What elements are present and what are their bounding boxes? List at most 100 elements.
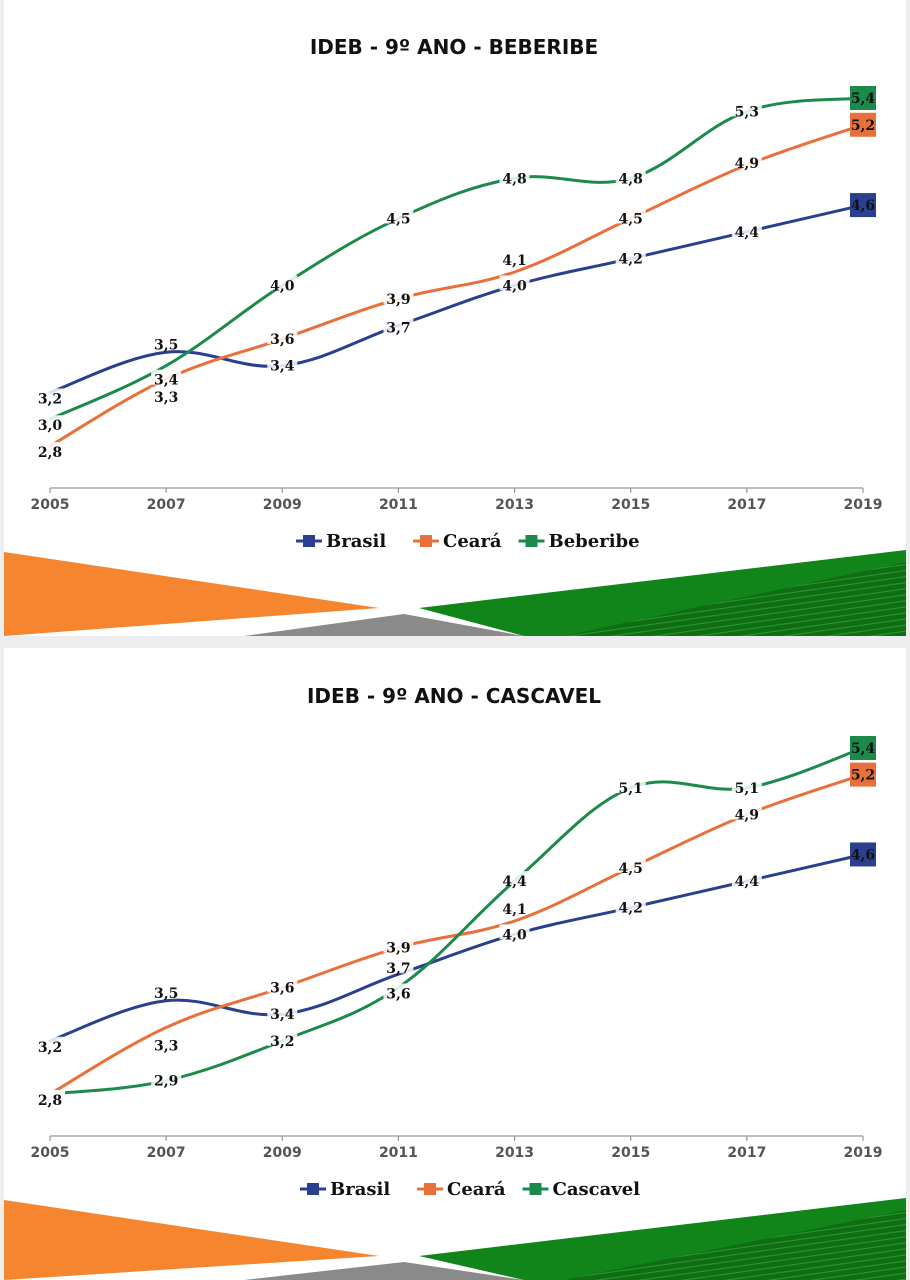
x-tick-label: 2009 — [263, 1145, 302, 1161]
data-label: 3,7 — [386, 961, 410, 977]
banner-orange-shape — [4, 552, 379, 636]
data-label-bg — [151, 982, 182, 998]
banner-green-stripes — [564, 1210, 906, 1280]
last-point-marker — [850, 193, 876, 218]
data-label: 5,3 — [735, 104, 759, 120]
chart-panel-beberibe: IDEB - 9º ANO - BEBERIBE 2005 2007 2009 2011… — [4, 0, 906, 636]
data-label-bg — [499, 899, 530, 914]
legend-item-ceará: Ceará — [417, 1179, 506, 1200]
data-label: 4,9 — [735, 808, 759, 824]
data-label-bg — [383, 937, 414, 953]
data-label: 3,7 — [386, 321, 410, 337]
data-label-bg — [267, 328, 298, 344]
legend-marker — [420, 535, 432, 547]
data-label-bg — [383, 983, 414, 999]
data-label-bg — [615, 897, 646, 913]
data-label-bg — [615, 777, 646, 793]
data-label: 4,2 — [619, 252, 643, 268]
data-label: 2,8 — [38, 445, 62, 461]
data-label-bg — [35, 1036, 65, 1052]
legend-label: Brasil — [326, 531, 386, 552]
data-label-bg — [151, 1070, 182, 1086]
legend-marker — [525, 535, 538, 547]
data-label-bg — [267, 977, 298, 993]
x-tick-label: 2007 — [147, 497, 186, 513]
legend-label: Ceará — [443, 531, 502, 552]
legend-item-cascavel: Cascavel — [522, 1179, 641, 1200]
data-label: 4,8 — [502, 171, 526, 187]
x-tick-label: 2013 — [495, 497, 534, 513]
data-label: 5,1 — [619, 781, 643, 797]
data-label: 4,2 — [619, 901, 643, 917]
x-tick-label: 2019 — [844, 1145, 883, 1161]
data-label: 3,2 — [270, 1034, 294, 1050]
legend-item-brasil: Brasil — [296, 531, 386, 552]
x-tick-label: 2019 — [844, 497, 883, 513]
x-tick-label: 2007 — [147, 1145, 186, 1161]
x-tick-label: 2009 — [263, 497, 302, 513]
legend-item-ceará: Ceará — [413, 531, 502, 552]
data-label-bg — [267, 355, 298, 371]
data-label: 4,0 — [502, 927, 527, 943]
data-label: 4,8 — [619, 171, 643, 187]
data-label-bg — [615, 857, 646, 873]
data-label-bg — [731, 101, 762, 117]
data-label: 3,6 — [386, 987, 410, 1003]
legend-marker — [424, 1183, 436, 1195]
data-label-bg — [35, 388, 65, 404]
data-label-bg — [151, 334, 182, 350]
data-label-bg — [151, 387, 182, 403]
data-label: 2,8 — [38, 1093, 62, 1109]
data-label-bg — [35, 1090, 65, 1105]
x-tick-label: 2011 — [379, 1145, 418, 1161]
x-tick-label: 2005 — [31, 1145, 70, 1161]
data-label-bg — [499, 871, 530, 887]
data-label: 4,4 — [502, 874, 527, 890]
data-label-bg — [731, 804, 762, 820]
data-label: 4,0 — [270, 278, 295, 294]
last-point-marker — [850, 112, 876, 137]
x-tick-label: 2017 — [727, 1145, 766, 1161]
data-label-bg — [383, 317, 414, 333]
legend-item-beberibe: Beberibe — [518, 531, 640, 552]
data-label: 2,9 — [154, 1074, 178, 1090]
data-label-bg — [35, 415, 65, 431]
banner-orange-shape — [4, 1200, 379, 1280]
legend-label: Brasil — [330, 1179, 390, 1200]
data-label-bg — [731, 221, 762, 237]
data-label: 5,2 — [851, 768, 875, 784]
chart-panel-cascavel: IDEB - 9º ANO - CASCAVEL 2005 2007 2009 2011… — [4, 648, 906, 1280]
data-label-bg — [731, 152, 762, 168]
data-label: 3,6 — [270, 332, 294, 348]
data-label: 3,4 — [270, 359, 295, 375]
chart-title: IDEB - 9º ANO - BEBERIBE — [310, 35, 598, 59]
chart-cascavel: IDEB - 9º ANO - CASCAVEL 2005 2007 2009 2011… — [4, 684, 906, 1280]
data-label: 5,2 — [851, 118, 875, 134]
data-label: 3,4 — [154, 373, 179, 389]
legend-label: Beberibe — [549, 531, 640, 552]
data-label-bg — [267, 275, 298, 291]
data-label: 3,5 — [154, 986, 178, 1002]
x-tick-label: 2015 — [611, 497, 650, 513]
x-tick-label: 2015 — [611, 1145, 650, 1161]
legend-marker — [529, 1183, 542, 1195]
data-label-bg — [615, 208, 646, 224]
data-label-bg — [615, 248, 646, 264]
legend-label: Cascavel — [553, 1179, 641, 1200]
x-tick-label: 2005 — [31, 497, 70, 513]
data-label-bg — [499, 924, 530, 940]
data-label: 4,1 — [502, 253, 526, 269]
banner-green-stripes — [564, 562, 906, 636]
data-label-bg — [499, 275, 530, 291]
data-label-bg — [731, 777, 762, 793]
series-line-brasil — [48, 203, 865, 394]
data-label: 4,6 — [851, 847, 875, 863]
series-line-brasil — [48, 853, 865, 1043]
data-label-bg — [267, 1030, 298, 1046]
data-label: 5,4 — [851, 91, 876, 107]
data-label: 3,2 — [38, 391, 62, 407]
data-label: 4,4 — [735, 874, 760, 890]
data-label: 3,9 — [386, 292, 410, 308]
x-tick-label: 2011 — [379, 497, 418, 513]
last-point-marker — [850, 762, 876, 787]
